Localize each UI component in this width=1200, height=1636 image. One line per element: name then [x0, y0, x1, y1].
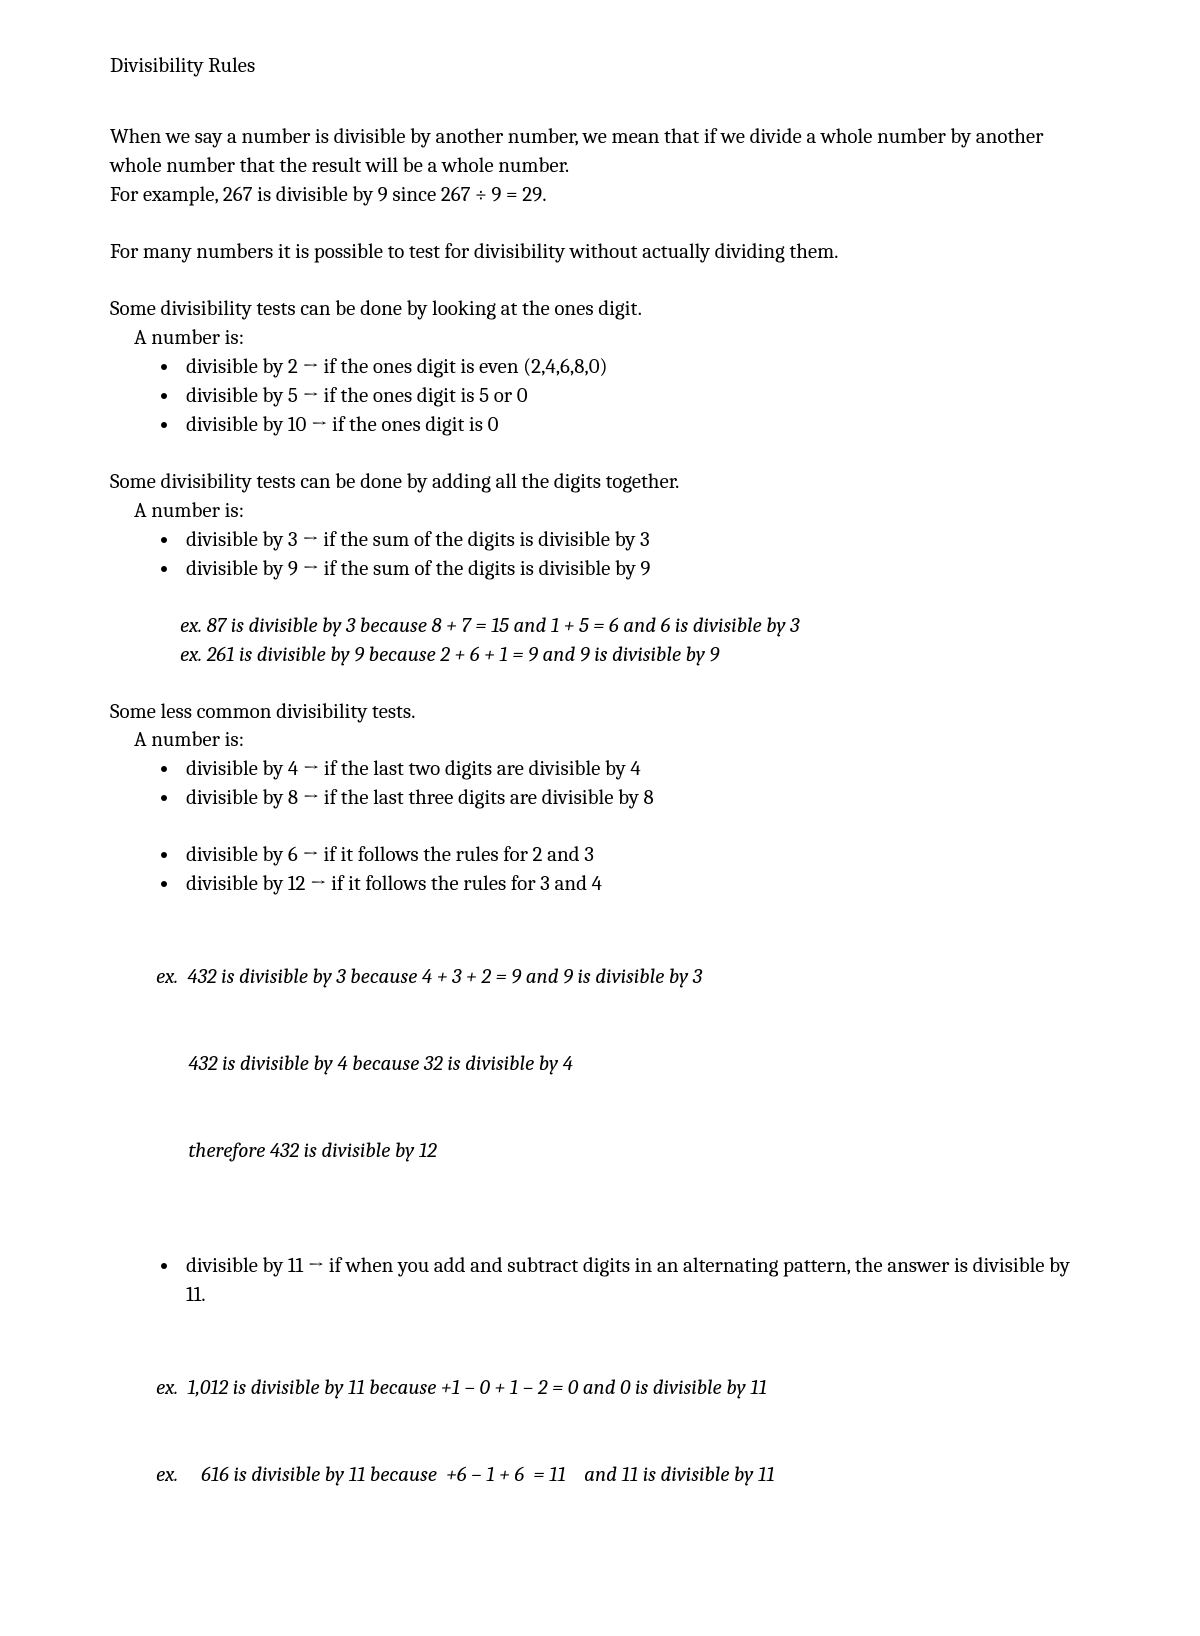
- list-item: divisible by 5 → if the ones digit is 5 …: [180, 382, 1090, 411]
- section-3-list-c: divisible by 11 → if when you add and su…: [110, 1252, 1090, 1310]
- example-line: ex. 616 is divisible by 11 because +6 – …: [156, 1461, 1090, 1490]
- section-2-lead: Some divisibility tests can be done by a…: [110, 468, 1090, 497]
- list-item: divisible by 11 → if when you add and su…: [180, 1252, 1090, 1310]
- list-item: divisible by 10 → if the ones digit is 0: [180, 411, 1090, 440]
- section-1-lead: Some divisibility tests can be done by l…: [110, 295, 1090, 324]
- para-2-text: For many numbers it is possible to test …: [110, 238, 1090, 267]
- example-line: therefore 432 is divisible by 12: [156, 1137, 1090, 1166]
- section-3-examples-c: ex. 1,012 is divisible by 11 because +1 …: [110, 1316, 1090, 1548]
- section-3-list-b: divisible by 6 → if it follows the rules…: [110, 841, 1090, 899]
- example-line: ex. 432 is divisible by 3 because 4 + 3 …: [156, 963, 1090, 992]
- section-ones-digit: Some divisibility tests can be done by l…: [110, 295, 1090, 440]
- list-item: divisible by 8 → if the last three digit…: [180, 784, 1090, 813]
- example-line: ex. 1,012 is divisible by 11 because +1 …: [156, 1374, 1090, 1403]
- section-3-examples-b: ex. 432 is divisible by 3 because 4 + 3 …: [110, 905, 1090, 1224]
- list-item: divisible by 9 → if the sum of the digit…: [180, 555, 1090, 584]
- intro-line-2: For example, 267 is divisible by 9 since…: [110, 181, 1090, 210]
- list-item: divisible by 6 → if it follows the rules…: [180, 841, 1090, 870]
- example-line: ex. 261 is divisible by 9 because 2 + 6 …: [180, 641, 1090, 670]
- section-3-lead: Some less common divisibility tests.: [110, 698, 1090, 727]
- list-item: divisible by 3 → if the sum of the digit…: [180, 526, 1090, 555]
- section-1-sub: A number is:: [110, 324, 1090, 353]
- section-3-list-a: divisible by 4 → if the last two digits …: [110, 755, 1090, 813]
- example-line: 432 is divisible by 4 because 32 is divi…: [156, 1050, 1090, 1079]
- list-item: divisible by 4 → if the last two digits …: [180, 755, 1090, 784]
- section-less-common: Some less common divisibility tests. A n…: [110, 698, 1090, 1548]
- intro-line-1: When we say a number is divisible by ano…: [110, 123, 1090, 181]
- section-3-sub: A number is:: [110, 726, 1090, 755]
- section-2-sub: A number is:: [110, 497, 1090, 526]
- section-digit-sum: Some divisibility tests can be done by a…: [110, 468, 1090, 670]
- list-item: divisible by 2 → if the ones digit is ev…: [180, 353, 1090, 382]
- section-2-list: divisible by 3 → if the sum of the digit…: [110, 526, 1090, 584]
- page-title: Divisibility Rules: [110, 52, 1090, 81]
- section-1-list: divisible by 2 → if the ones digit is ev…: [110, 353, 1090, 440]
- para-2: For many numbers it is possible to test …: [110, 238, 1090, 267]
- document-page: Divisibility Rules When we say a number …: [0, 0, 1200, 1636]
- section-2-examples: ex. 87 is divisible by 3 because 8 + 7 =…: [110, 612, 1090, 670]
- list-item: divisible by 12 → if it follows the rule…: [180, 870, 1090, 899]
- example-line: ex. 87 is divisible by 3 because 8 + 7 =…: [180, 612, 1090, 641]
- intro-block: When we say a number is divisible by ano…: [110, 123, 1090, 210]
